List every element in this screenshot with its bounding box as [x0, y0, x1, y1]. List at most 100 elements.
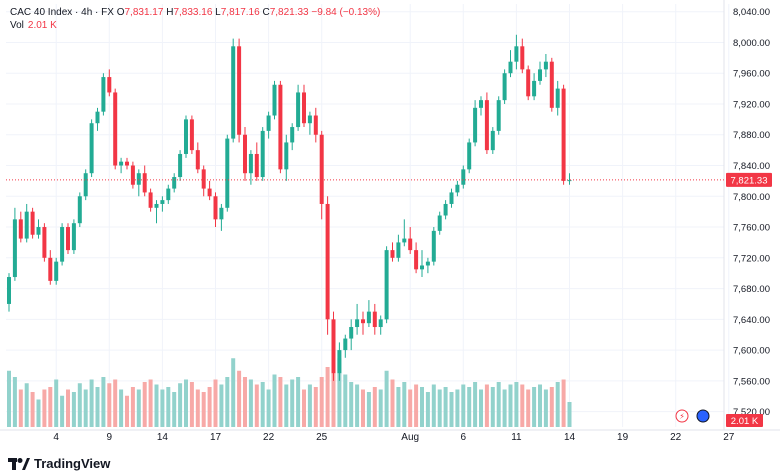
volume-bar — [508, 384, 513, 427]
volume-bar — [296, 377, 301, 427]
volume-bar — [207, 387, 212, 427]
volume-bar — [414, 384, 419, 427]
open-value: 7,831.17 — [124, 7, 164, 18]
volume-bar — [366, 392, 371, 427]
volume-bar — [148, 379, 153, 427]
volume-bar — [254, 384, 259, 427]
candle-body — [18, 219, 23, 239]
volume-bar — [425, 392, 430, 427]
change-value: −9.84 (−0.13%) — [311, 7, 381, 18]
volume-bar — [272, 374, 277, 427]
volume-bar — [113, 379, 118, 427]
y-tick-label: 7,520.00 — [733, 407, 770, 418]
volume-bar — [514, 382, 519, 427]
candle-body — [154, 203, 159, 208]
volume-bar — [54, 379, 59, 427]
y-tick-label: 7,680.00 — [733, 284, 770, 295]
volume-bar — [567, 402, 572, 427]
candle-body — [443, 203, 448, 216]
volume-bar — [7, 370, 11, 427]
volume-bar — [225, 377, 230, 427]
volume-value: 2.01 K — [27, 20, 57, 31]
candle-body — [24, 211, 29, 239]
volume-bar — [278, 377, 283, 427]
brand-name: TradingView — [34, 456, 111, 471]
x-tick-label: 27 — [723, 432, 735, 443]
volume-bar — [101, 377, 106, 427]
volume-bar — [172, 392, 177, 427]
candle-body — [425, 261, 430, 266]
volume-bar — [302, 389, 306, 427]
candle-body — [178, 153, 183, 178]
volume-bar — [184, 379, 188, 427]
candle-body — [231, 46, 236, 139]
volume-bar — [437, 389, 442, 427]
candle-body — [71, 223, 76, 251]
y-tick-label: 7,600.00 — [733, 346, 770, 357]
volume-bar — [166, 387, 171, 427]
candle-body — [284, 142, 289, 170]
candle-body — [455, 184, 460, 193]
volume-bar — [384, 370, 389, 427]
volume-bar — [154, 384, 159, 427]
volume-bar — [125, 395, 129, 427]
volume-bar — [48, 387, 53, 427]
volume-bar — [532, 387, 537, 427]
candle-body — [502, 73, 507, 101]
candle-body — [414, 250, 419, 270]
volume-bar — [538, 384, 542, 427]
volume-bar — [561, 379, 566, 427]
candle-body — [172, 177, 177, 189]
candle-body — [514, 46, 519, 62]
x-tick-label: 4 — [53, 432, 59, 443]
volume-bar — [107, 383, 112, 427]
candle-body — [467, 142, 472, 170]
candle-body — [260, 130, 265, 178]
candle-body — [243, 134, 247, 174]
low-value: 7,817.16 — [220, 7, 260, 18]
candle-body — [461, 169, 466, 185]
candle-body — [77, 196, 82, 224]
close-value: 7,821.33 — [269, 7, 309, 18]
volume-bar — [77, 383, 82, 427]
volume-bar — [502, 389, 507, 427]
candle-body — [343, 338, 348, 351]
y-tick-label: 7,920.00 — [733, 99, 770, 110]
volume-bar — [331, 362, 336, 427]
candle-body — [555, 88, 560, 108]
symbol-title[interactable]: CAC 40 Index · 4h · FX — [10, 7, 114, 18]
y-tick-label: 7,880.00 — [733, 130, 770, 141]
volume-badge — [726, 414, 763, 427]
candle-body — [361, 319, 365, 324]
candle-body — [30, 211, 35, 235]
volume-bar — [461, 384, 466, 427]
candle-body — [142, 173, 147, 193]
candle-body — [402, 238, 407, 243]
candle-body — [302, 92, 306, 124]
volume-label[interactable]: Vol — [10, 20, 24, 31]
candle-body — [12, 219, 17, 278]
high-value: 7,833.16 — [173, 7, 213, 18]
volume-bar — [60, 395, 65, 427]
x-tick-label: 22 — [670, 432, 682, 443]
candle-body — [479, 100, 483, 108]
volume-bar — [213, 379, 218, 427]
volume-bar — [455, 389, 460, 427]
volume-bar — [42, 389, 47, 427]
x-tick-label: 11 — [511, 432, 522, 443]
volume-bar — [555, 382, 560, 427]
candle-body — [561, 88, 566, 181]
tradingview-logo-icon — [8, 457, 30, 470]
candle-body — [355, 319, 360, 328]
volume-bar — [390, 379, 395, 427]
candle-body — [408, 238, 413, 251]
candle-body — [508, 61, 513, 74]
y-tick-label: 7,800.00 — [733, 192, 770, 203]
volume-bar — [142, 382, 147, 427]
candle-body — [366, 311, 371, 324]
news-icon — [696, 409, 710, 423]
tradingview-footer: TradingView — [8, 456, 110, 471]
volume-bar — [337, 358, 342, 427]
volume-bar — [479, 389, 483, 427]
